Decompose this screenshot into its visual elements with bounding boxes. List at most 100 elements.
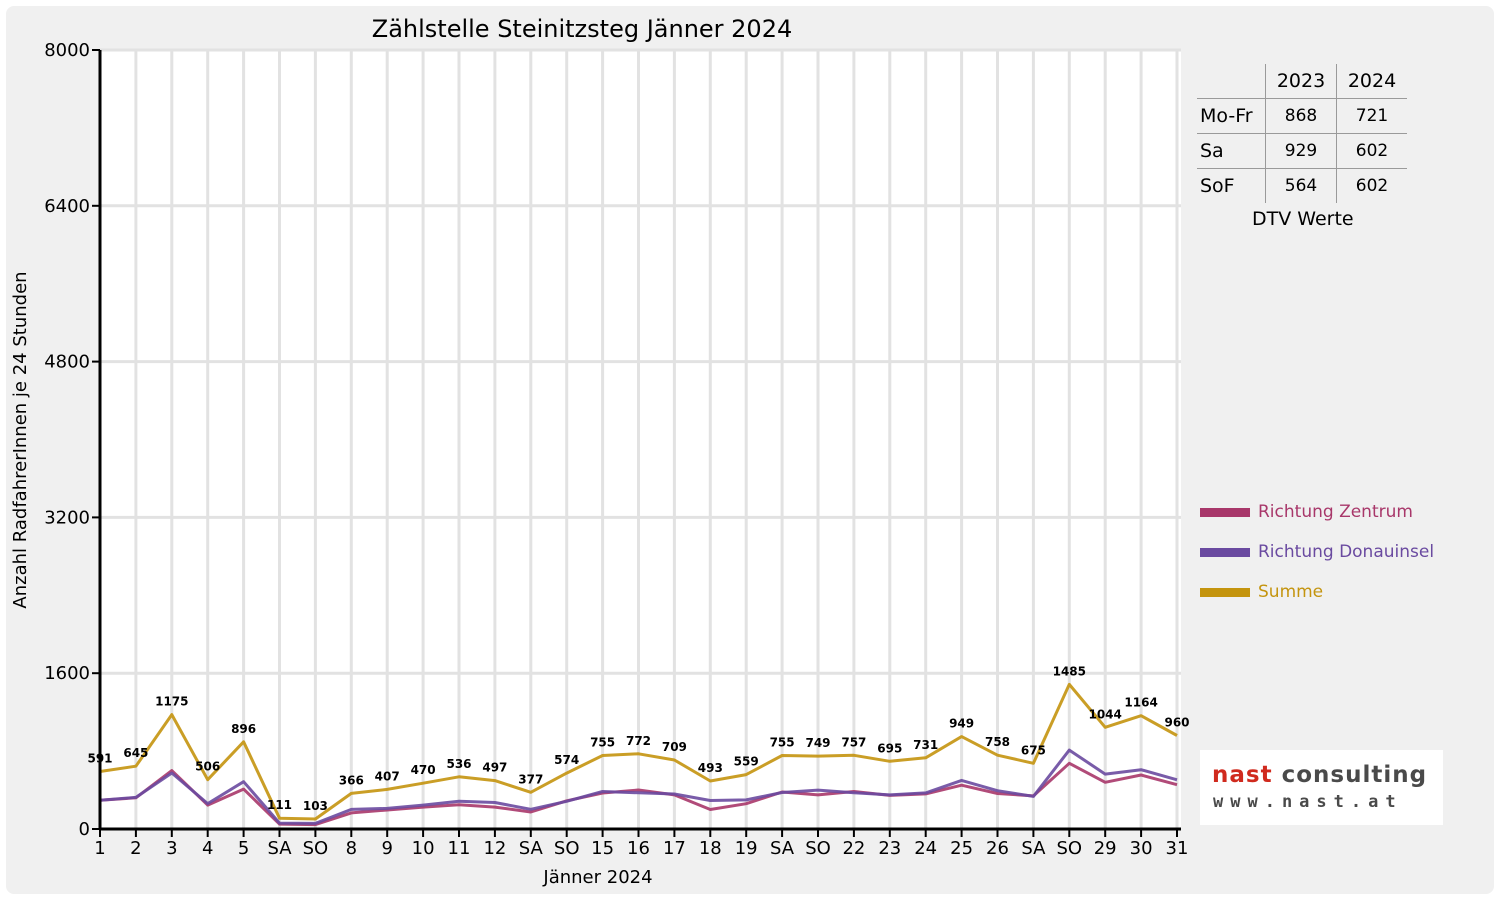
- x-tick-label: SO: [303, 838, 329, 859]
- data-label: 1164: [1124, 696, 1157, 710]
- legend-item-donauinsel: Richtung Donauinsel: [1200, 532, 1434, 572]
- dtv-value-2024: 721: [1336, 98, 1407, 134]
- x-tick-label: SA: [519, 838, 544, 859]
- data-label: 377: [518, 772, 543, 786]
- data-label: 731: [913, 738, 938, 752]
- x-tick-label: 5: [238, 838, 249, 859]
- x-tick-label: 15: [591, 838, 614, 859]
- y-tick-label: 6400: [44, 196, 90, 217]
- data-label: 755: [590, 735, 615, 749]
- x-tick-label: 17: [663, 838, 686, 859]
- series-line-2: [99, 682, 1178, 821]
- x-tick-label: 31: [1166, 838, 1189, 859]
- x-tick-label: 9: [381, 838, 392, 859]
- data-label: 772: [626, 734, 651, 748]
- data-label: 1175: [155, 695, 188, 709]
- legend: Richtung Zentrum Richtung Donauinsel Sum…: [1200, 492, 1434, 612]
- x-tick-label: 18: [699, 838, 722, 859]
- dtv-value-2023: 929: [1265, 133, 1337, 169]
- legend-label: Summe: [1258, 582, 1324, 602]
- y-tick-label: 0: [79, 819, 90, 840]
- dtv-header-row: 2023 2024: [1197, 64, 1407, 99]
- data-label: 695: [877, 741, 902, 755]
- data-label: 675: [1021, 743, 1046, 757]
- y-axis-label: Anzahl RadfahrerInnen je 24 Stunden: [10, 271, 31, 608]
- legend-swatch: [1200, 507, 1250, 517]
- series-layer: [99, 682, 1178, 827]
- data-label: 758: [985, 735, 1010, 749]
- data-label: 103: [303, 799, 328, 813]
- logo-name: nast consulting: [1212, 762, 1427, 788]
- legend-item-zentrum: Richtung Zentrum: [1200, 492, 1434, 532]
- x-tick-label: 29: [1094, 838, 1117, 859]
- y-tick-label: 1600: [44, 663, 90, 684]
- data-label: 749: [805, 736, 830, 750]
- data-label: 1044: [1088, 707, 1121, 721]
- data-label: 757: [841, 735, 866, 749]
- x-tick-label: SA: [1021, 838, 1046, 859]
- data-label: 949: [949, 717, 974, 731]
- x-tick-label: 23: [878, 838, 901, 859]
- dtv-table: 2023 2024 Mo-Fr 868 721 Sa 929 602 SoF 5…: [1197, 64, 1407, 203]
- dtv-row-sa: Sa 929 602: [1197, 133, 1407, 169]
- data-label: 470: [411, 763, 436, 777]
- data-label: 111: [267, 798, 292, 812]
- dtv-header-2024: 2024: [1336, 64, 1407, 99]
- legend-item-summe: Summe: [1200, 572, 1434, 612]
- x-tick-label: SA: [770, 838, 795, 859]
- legend-label: Richtung Zentrum: [1258, 502, 1413, 522]
- logo-name-part1: nast: [1212, 762, 1273, 788]
- x-tick-label: 1: [94, 838, 105, 859]
- x-tick-label: 3: [166, 838, 177, 859]
- data-label: 1485: [1053, 664, 1086, 678]
- dtv-table-box: 2023 2024 Mo-Fr 868 721 Sa 929 602 SoF 5…: [1197, 64, 1417, 230]
- dtv-value-2023: 868: [1265, 98, 1337, 134]
- legend-label: Richtung Donauinsel: [1258, 542, 1435, 562]
- legend-swatch: [1200, 547, 1250, 557]
- x-tick-label: 30: [1130, 838, 1153, 859]
- x-tick-label: 4: [202, 838, 213, 859]
- series-line-1: [99, 748, 1178, 825]
- dtv-header-2023: 2023: [1265, 64, 1337, 99]
- legend-swatch: [1200, 587, 1250, 597]
- data-label: 366: [339, 773, 364, 787]
- data-label: 559: [734, 755, 759, 769]
- dtv-header-corner: [1197, 64, 1266, 99]
- dtv-row-label: Sa: [1197, 133, 1266, 169]
- dtv-value-2024: 602: [1336, 168, 1407, 203]
- x-tick-label: 22: [842, 838, 865, 859]
- data-label: 574: [554, 753, 579, 767]
- dtv-value-2023: 564: [1265, 168, 1337, 203]
- y-tick-label: 4800: [44, 352, 90, 373]
- y-tick-label: 3200: [44, 507, 90, 528]
- data-label: 506: [195, 760, 220, 774]
- x-tick-label: 16: [627, 838, 650, 859]
- dtv-row-label: SoF: [1197, 168, 1266, 203]
- data-label: 709: [662, 740, 687, 754]
- data-label: 536: [446, 757, 471, 771]
- x-tick-label: 24: [914, 838, 937, 859]
- x-axis-label: Jänner 2024: [542, 867, 652, 888]
- dtv-value-2024: 602: [1336, 133, 1407, 169]
- dtv-row-sof: SoF 564 602: [1197, 168, 1407, 203]
- dtv-caption: DTV Werte: [1252, 208, 1354, 230]
- data-label: 896: [231, 722, 256, 736]
- x-tick-label: 2: [130, 838, 141, 859]
- x-tick-label: 26: [986, 838, 1009, 859]
- data-label: 755: [770, 735, 795, 749]
- data-label: 645: [123, 746, 148, 760]
- x-tick-label: 25: [950, 838, 973, 859]
- dtv-row-mofr: Mo-Fr 868 721: [1197, 98, 1407, 134]
- plot-area: [100, 50, 1181, 829]
- data-label: 960: [1164, 716, 1189, 730]
- data-label: 407: [375, 769, 400, 783]
- chart-title: Zählstelle Steinitzsteg Jänner 2024: [372, 15, 793, 43]
- x-tick-label: SA: [267, 838, 292, 859]
- x-tick-label: SO: [554, 838, 580, 859]
- x-tick-label: 19: [735, 838, 758, 859]
- data-labels: 5916451175506896111103366407470536497377…: [87, 664, 1189, 813]
- data-label: 497: [482, 761, 507, 775]
- data-label: 493: [698, 761, 723, 775]
